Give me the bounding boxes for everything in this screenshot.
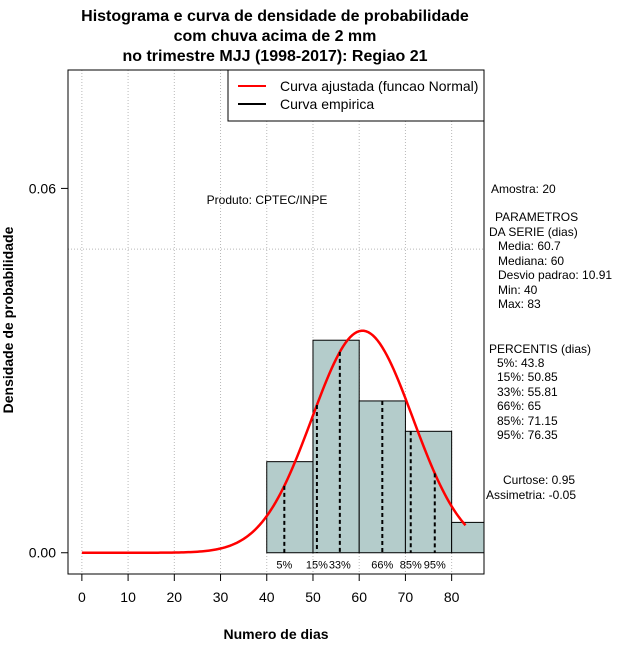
x-tick-label-0: 0 <box>78 589 86 605</box>
stats-p5: 5%: 43.8 <box>497 356 545 370</box>
source-note: Produto: CPTEC/INPE <box>207 193 328 207</box>
x-axis-label: Numero de dias <box>223 626 328 642</box>
histogram-bar-0 <box>266 461 314 554</box>
x-tick-label-6: 60 <box>351 589 367 605</box>
stats-panel: Amostra: 20 PARAMETROS DA SERIE (dias) M… <box>486 182 612 502</box>
grid-lines <box>68 70 484 574</box>
stats-mediana: Mediana: 60 <box>498 254 564 268</box>
y-axis-label: Densidade de probabilidade <box>0 226 16 413</box>
percentile-label-3: 66% <box>371 560 393 572</box>
x-tick-label-1: 10 <box>120 589 136 605</box>
x-tick-label-7: 70 <box>398 589 414 605</box>
x-tick-label-3: 30 <box>213 589 229 605</box>
stats-assimetria: Assimetria: -0.05 <box>486 488 576 502</box>
x-tick-label-4: 40 <box>259 589 275 605</box>
stats-curtose: Curtose: 0.95 <box>503 473 575 487</box>
percentile-label-1: 15% <box>306 560 328 572</box>
stats-p95: 95%: 76.35 <box>497 428 558 442</box>
y-tick-label-1: 0.06 <box>29 180 56 196</box>
stats-amostra: Amostra: 20 <box>491 182 556 196</box>
axes: 0 10 20 30 40 50 60 70 80 0.00 0.06 <box>29 180 460 605</box>
chart-title-line-1: Histograma e curva de densidade de proba… <box>81 8 469 25</box>
normal-curve <box>81 329 467 554</box>
stats-desvio: Desvio padrao: 10.91 <box>498 268 612 282</box>
stats-p66: 66%: 65 <box>497 399 541 413</box>
percentile-label-2: 33% <box>329 560 351 572</box>
stats-min: Min: 40 <box>498 283 538 297</box>
percentile-label-5: 95% <box>424 560 446 572</box>
percentile-label-4: 85% <box>400 560 422 572</box>
percentile-lines: 5% 15% 33% 66% 85% 95% <box>276 351 446 572</box>
y-tick-label-0: 0.00 <box>29 545 56 561</box>
x-tick-label-5: 50 <box>305 589 321 605</box>
stats-p85: 85%: 71.15 <box>497 414 558 428</box>
histogram-bars <box>266 339 485 554</box>
x-tick-label-8: 80 <box>444 589 460 605</box>
percentile-label-0: 5% <box>276 560 292 572</box>
legend-empirical-label: Curva empirica <box>280 96 374 112</box>
chart-title-line-2: com chuva acima de 2 mm <box>174 28 377 45</box>
stats-p15: 15%: 50.85 <box>497 370 558 384</box>
chart-title-line-3: no trimestre MJJ (1998-2017): Regiao 21 <box>122 48 427 65</box>
normal-curve-group <box>81 329 467 554</box>
stats-param-subtitle: DA SERIE (dias) <box>489 225 578 239</box>
legend-normal-label: Curva ajustada (funcao Normal) <box>280 78 478 94</box>
legend: Curva ajustada (funcao Normal) Curva emp… <box>227 69 485 122</box>
stats-max: Max: 83 <box>498 297 541 311</box>
stats-media: Media: 60.7 <box>498 239 561 253</box>
histogram-bar-4 <box>451 521 485 554</box>
legend-box <box>227 69 485 122</box>
stats-param-title: PARAMETROS <box>495 210 578 224</box>
x-tick-label-2: 20 <box>167 589 183 605</box>
stats-p33: 33%: 55.81 <box>497 385 558 399</box>
histogram-bar-1 <box>312 339 360 554</box>
stats-percentis-title: PERCENTIS (dias) <box>489 342 591 356</box>
